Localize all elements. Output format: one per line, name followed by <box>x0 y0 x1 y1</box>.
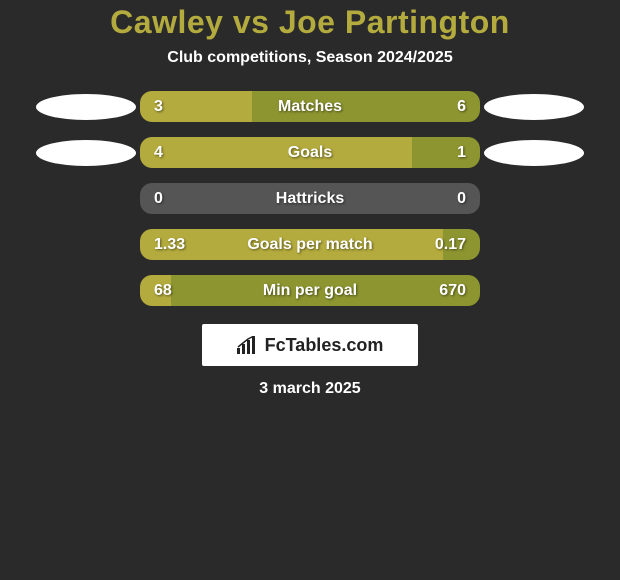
stat-label: Hattricks <box>276 190 344 208</box>
stat-row: Hattricks 0 0 <box>70 183 550 214</box>
stat-value-left: 4 <box>154 144 163 162</box>
comparison-infographic: Cawley vs Joe Partington Club competitio… <box>0 0 620 580</box>
stat-label: Goals <box>288 144 332 162</box>
footer-date: 3 march 2025 <box>0 380 620 398</box>
stat-label: Goals per match <box>247 236 372 254</box>
player-badge-right <box>484 140 584 166</box>
stat-row: Matches 3 6 <box>70 91 550 122</box>
bar-chart-icon <box>237 336 259 354</box>
stat-value-left: 68 <box>154 282 172 300</box>
branding-text: FcTables.com <box>265 335 384 356</box>
stat-row: Goals per match 1.33 0.17 <box>70 229 550 260</box>
stat-value-left: 1.33 <box>154 236 185 254</box>
stat-value-right: 1 <box>457 144 466 162</box>
stat-value-left: 3 <box>154 98 163 116</box>
stat-value-right: 0 <box>457 190 466 208</box>
stat-row: Goals 4 1 <box>70 137 550 168</box>
subtitle: Club competitions, Season 2024/2025 <box>0 49 620 67</box>
stat-rows: Matches 3 6 Goals 4 1 Hattricks 0 0 Goals per mat… <box>70 91 550 306</box>
player-badge-left <box>36 140 136 166</box>
stat-value-right: 0.17 <box>435 236 466 254</box>
branding-box: FcTables.com <box>202 324 418 366</box>
player-badge-left <box>36 94 136 120</box>
player-badge-right <box>484 94 584 120</box>
stat-row: Min per goal 68 670 <box>70 275 550 306</box>
stat-label: Min per goal <box>263 282 357 300</box>
stat-label: Matches <box>278 98 342 116</box>
page-title: Cawley vs Joe Partington <box>0 4 620 41</box>
stat-value-left: 0 <box>154 190 163 208</box>
stat-value-right: 670 <box>439 282 466 300</box>
stat-value-right: 6 <box>457 98 466 116</box>
bar-right <box>412 137 480 168</box>
bar-left <box>140 137 412 168</box>
branding: FcTables.com <box>0 324 620 366</box>
